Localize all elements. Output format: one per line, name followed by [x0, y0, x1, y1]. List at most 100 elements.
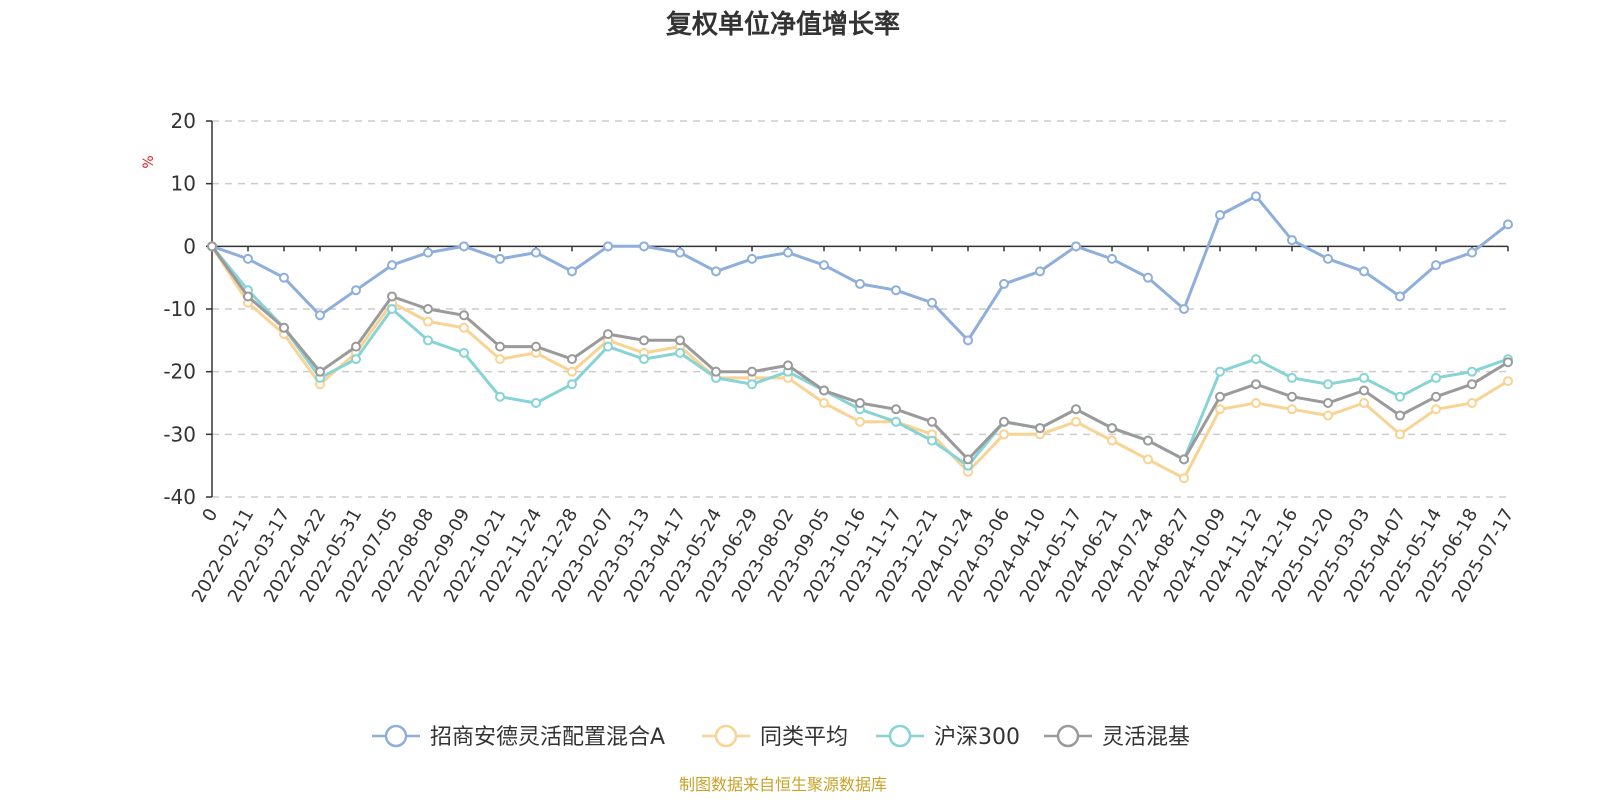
data-point	[639, 241, 649, 252]
data-point	[315, 310, 325, 321]
data-point	[1395, 410, 1405, 421]
data-point	[639, 335, 649, 346]
data-point	[675, 247, 685, 258]
data-point	[1359, 372, 1369, 383]
data-point	[1431, 372, 1441, 383]
data-point	[675, 347, 685, 358]
data-point	[1503, 376, 1513, 387]
data-point	[999, 278, 1009, 289]
data-point	[711, 266, 721, 277]
data-point	[1179, 304, 1189, 314]
data-point	[1107, 435, 1117, 446]
data-point	[603, 241, 613, 252]
series-2	[207, 241, 1513, 471]
data-point	[495, 391, 505, 402]
data-point	[963, 454, 973, 465]
data-point	[351, 341, 361, 352]
data-point	[387, 304, 397, 314]
data-point	[459, 241, 469, 252]
y-tick-label: -40	[163, 485, 196, 509]
data-point	[1071, 404, 1081, 415]
data-point	[1287, 391, 1297, 402]
data-point	[1143, 272, 1153, 283]
data-point	[1395, 429, 1405, 440]
legend-item[interactable]: 招商安德灵活配置混合A	[372, 724, 665, 750]
legend-label: 招商安德灵活配置混合A	[430, 725, 665, 750]
data-point	[495, 354, 505, 365]
y-axis-unit-label: %	[141, 155, 157, 168]
y-axis-tick-labels: -40 -30 -20 -10 0 10 20	[163, 109, 196, 509]
data-point	[603, 341, 613, 352]
data-point	[1323, 398, 1333, 408]
chart-title: 复权单位净值增长率	[666, 9, 900, 40]
data-point	[1503, 357, 1513, 368]
data-point	[1215, 404, 1225, 415]
legend-swatch-marker	[714, 724, 738, 748]
data-point	[1395, 391, 1405, 402]
data-point	[423, 247, 433, 258]
data-point	[1071, 416, 1081, 427]
series-line	[210, 245, 1509, 461]
data-point	[1395, 291, 1405, 302]
data-point	[495, 341, 505, 352]
data-point	[1143, 435, 1153, 446]
data-point	[819, 385, 829, 396]
data-point	[1467, 379, 1477, 390]
series-1	[207, 241, 1513, 484]
data-point	[891, 404, 901, 415]
data-point	[819, 398, 829, 408]
data-point	[279, 272, 289, 283]
data-point	[819, 260, 829, 271]
data-point	[1179, 454, 1189, 465]
data-point	[531, 398, 541, 408]
data-point	[1179, 473, 1189, 484]
data-point	[1251, 398, 1261, 408]
data-point	[243, 253, 253, 264]
data-point	[963, 335, 973, 346]
data-point	[567, 366, 577, 377]
series-0	[207, 191, 1513, 346]
y-tick-label: -30	[163, 422, 196, 446]
data-point	[1359, 385, 1369, 396]
data-point	[1467, 398, 1477, 408]
legend-label: 沪深300	[934, 725, 1020, 750]
data-point	[999, 429, 1009, 440]
data-point	[711, 366, 721, 377]
data-point	[1107, 253, 1117, 264]
legend: 招商安德灵活配置混合A 同类平均 沪深300 灵活混基	[372, 724, 1190, 750]
data-point	[783, 360, 793, 371]
legend-item[interactable]: 沪深300	[876, 724, 1020, 750]
data-point	[927, 297, 937, 308]
data-point	[639, 354, 649, 365]
data-point	[891, 285, 901, 296]
data-point	[531, 247, 541, 258]
data-point	[387, 260, 397, 271]
legend-item[interactable]: 灵活混基	[1044, 724, 1190, 750]
data-point	[279, 322, 289, 333]
legend-swatch-marker	[888, 724, 912, 748]
y-tick-label: 10	[171, 172, 196, 196]
data-point	[603, 329, 613, 340]
data-point	[1071, 241, 1081, 252]
data-point	[783, 247, 793, 258]
data-point	[891, 416, 901, 427]
data-point	[1287, 404, 1297, 415]
data-point	[1287, 235, 1297, 246]
data-point	[387, 291, 397, 302]
legend-swatch-marker	[384, 724, 408, 748]
data-point	[747, 253, 757, 264]
data-point	[423, 316, 433, 327]
data-point	[459, 322, 469, 333]
data-point	[351, 354, 361, 365]
data-point	[459, 347, 469, 358]
x-tick-label: 0	[198, 505, 222, 525]
data-point	[1431, 391, 1441, 402]
legend-item[interactable]: 同类平均	[702, 724, 848, 750]
series-line	[211, 194, 1509, 342]
data-point	[675, 335, 685, 346]
data-point	[1287, 372, 1297, 383]
data-point	[1251, 379, 1261, 390]
data-point	[1467, 366, 1477, 377]
data-point	[423, 335, 433, 346]
y-tick-label: -10	[163, 297, 196, 321]
